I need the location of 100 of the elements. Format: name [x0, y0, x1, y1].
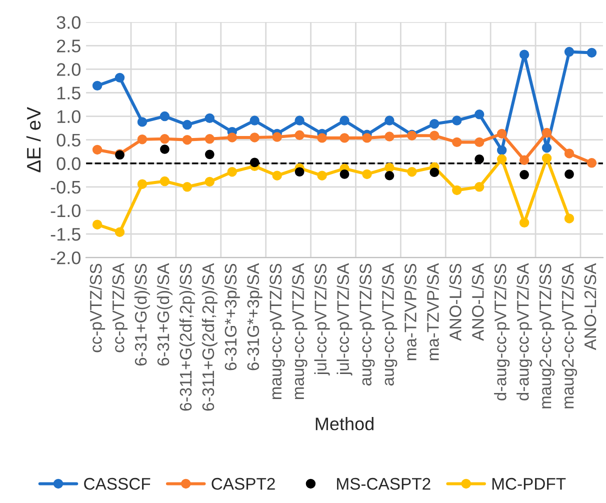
point [182, 120, 192, 130]
point [362, 133, 372, 143]
point [430, 130, 440, 140]
x-tick-label: jul-cc-pVTZ/SA [336, 263, 352, 376]
point [564, 214, 574, 224]
y-tick-label: 3.0 [56, 16, 80, 29]
x-tick-label: ANO-L/SS [449, 264, 462, 341]
y-tick-label: -2.0 [50, 251, 80, 264]
point [586, 48, 597, 58]
point [137, 117, 148, 127]
point [474, 182, 484, 192]
point [250, 116, 260, 126]
point [160, 111, 170, 122]
point [294, 167, 304, 177]
x-tick-label: maug-cc-pVTZ/SS [269, 264, 285, 400]
point [137, 134, 148, 144]
point [496, 154, 507, 164]
x-tick-label: maug2-cc-pVTZ/SA [561, 263, 578, 408]
point [384, 170, 394, 180]
point [430, 118, 440, 129]
legend-label: MC-PDFT [492, 478, 566, 490]
x-tick-label: 6-31+G(d)/SS [134, 264, 150, 366]
point [92, 220, 102, 230]
y-tick-label: 0.5 [56, 134, 80, 147]
point [182, 134, 192, 145]
y-tick-label: 2.5 [57, 40, 80, 52]
point [452, 116, 462, 126]
point [474, 154, 484, 164]
point [384, 116, 394, 126]
y-axis-title: ΔE / eV [26, 106, 41, 172]
point [496, 145, 507, 156]
point [542, 142, 552, 153]
point [272, 170, 282, 180]
y-tick-label: -0.5 [50, 180, 80, 194]
point [182, 182, 192, 192]
point [205, 150, 214, 160]
x-tick-label: 6-311+G(2df,2p)/SS [179, 264, 195, 411]
point [520, 170, 529, 180]
point [272, 132, 282, 142]
point [542, 128, 552, 138]
point [384, 162, 394, 172]
x-tick-label: maug-cc-pVTZ/SA [292, 263, 308, 400]
point [92, 80, 102, 91]
legend-label: CASPT2 [212, 478, 275, 490]
y-tick-label: 1.5 [57, 86, 80, 100]
x-tick-label: ANO-L2/SA [584, 263, 596, 350]
point [452, 185, 462, 196]
point [204, 176, 215, 187]
point [362, 169, 372, 180]
point [250, 158, 260, 168]
point [227, 166, 237, 177]
point [317, 170, 327, 180]
point [160, 176, 170, 186]
x-tick-label: d-aug-cc-pVTZ/SA [516, 263, 532, 400]
y-tick-label: -1.0 [50, 204, 80, 218]
point [586, 158, 597, 168]
point [204, 134, 215, 144]
point [137, 179, 148, 189]
x-axis-title: Method [316, 417, 374, 430]
x-tick-label: ma-TZVP/SA [426, 263, 439, 360]
point [564, 46, 574, 57]
x-tick-label: jul-cc-pVTZ/SS [314, 264, 330, 376]
legend-label: MS-CASPT2 [337, 478, 430, 490]
point [519, 155, 530, 165]
point [474, 137, 484, 148]
x-tick-label: 6-31+G(d)/SA [156, 263, 172, 366]
y-tick-label: -1.5 [50, 228, 80, 241]
point [317, 133, 327, 143]
point [474, 110, 484, 120]
point [407, 166, 417, 177]
x-tick-label: 6-311+G(2df,2p)/SA [202, 263, 218, 411]
x-tick-label: maug2-cc-pVTZ/SS [539, 264, 555, 408]
point [250, 132, 260, 142]
point [496, 128, 507, 139]
point [204, 113, 215, 124]
x-tick-label: 6-31G*+3p/SA [246, 263, 262, 370]
legend-label: CASSCF [84, 478, 150, 490]
x-tick-label: ANO-L/SA [472, 263, 484, 341]
point [160, 134, 170, 144]
point [294, 130, 304, 140]
point [114, 72, 125, 83]
point [564, 148, 574, 158]
point [160, 144, 170, 154]
point [519, 218, 530, 228]
x-tick-label: cc-pVTZ/SA [112, 263, 128, 352]
x-tick-label: aug-cc-pVTZ/SA [382, 263, 398, 386]
x-tick-label: cc-pVTZ/SS [90, 264, 106, 352]
point [452, 137, 462, 148]
point [114, 227, 125, 237]
x-tick-label: ma-TZVP/SS [404, 264, 416, 360]
x-tick-label: 6-31G*+3p/SS [224, 264, 240, 370]
point [92, 144, 102, 155]
y-tick-label: 0.0 [56, 157, 80, 170]
point [340, 116, 350, 126]
point [340, 170, 350, 179]
point [542, 153, 552, 164]
y-tick-label: 2.0 [57, 63, 80, 76]
point [294, 116, 304, 126]
x-tick-label: d-aug-cc-pVTZ/SS [494, 264, 510, 400]
point [430, 168, 440, 177]
